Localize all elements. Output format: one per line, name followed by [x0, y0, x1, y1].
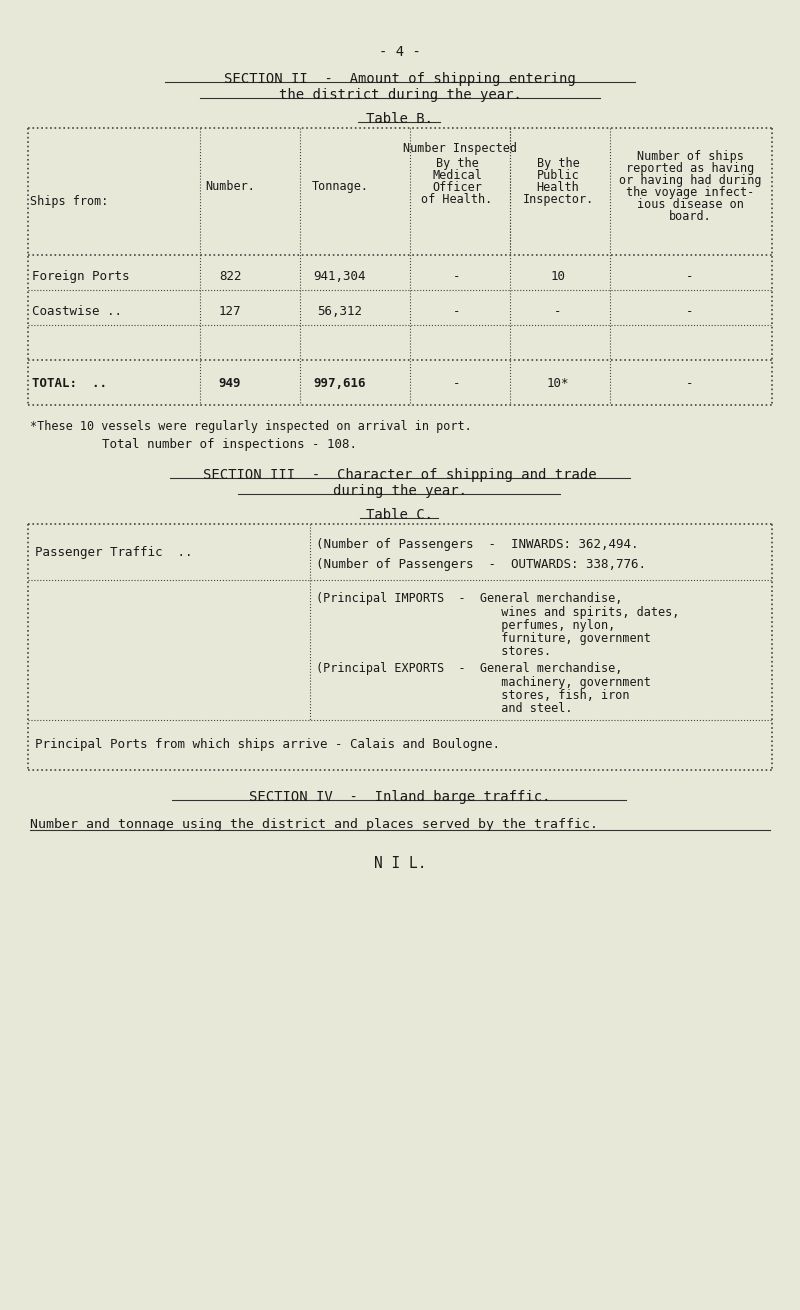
Text: Foreign Ports: Foreign Ports — [32, 270, 130, 283]
Text: Medical: Medical — [432, 169, 482, 182]
Text: SECTION II  -  Amount of shipping entering: SECTION II - Amount of shipping entering — [224, 72, 576, 86]
Text: (Number of Passengers  -  INWARDS: 362,494.: (Number of Passengers - INWARDS: 362,494… — [316, 538, 638, 552]
Text: Total number of inspections - 108.: Total number of inspections - 108. — [102, 438, 358, 451]
Text: -: - — [454, 305, 461, 318]
Text: board.: board. — [669, 210, 711, 223]
Text: machinery, government: machinery, government — [316, 676, 651, 689]
Text: 822: 822 — [218, 270, 242, 283]
Text: - 4 -: - 4 - — [379, 45, 421, 59]
Text: the voyage infect-: the voyage infect- — [626, 186, 754, 199]
Text: -: - — [554, 305, 562, 318]
Text: -: - — [454, 377, 461, 390]
Text: (Principal EXPORTS  -  General merchandise,: (Principal EXPORTS - General merchandise… — [316, 662, 622, 675]
Text: and steel.: and steel. — [316, 702, 573, 715]
Text: perfumes, nylon,: perfumes, nylon, — [316, 620, 615, 631]
Text: Principal Ports from which ships arrive - Calais and Boulogne.: Principal Ports from which ships arrive … — [35, 738, 500, 751]
Text: ious disease on: ious disease on — [637, 198, 743, 211]
Text: Passenger Traffic  ..: Passenger Traffic .. — [35, 546, 193, 559]
Text: Number Inspected: Number Inspected — [403, 141, 517, 155]
Text: wines and spirits, dates,: wines and spirits, dates, — [316, 607, 679, 620]
Text: *These 10 vessels were regularly inspected on arrival in port.: *These 10 vessels were regularly inspect… — [30, 421, 472, 434]
Text: furniture, government: furniture, government — [316, 631, 651, 645]
Text: Inspector.: Inspector. — [522, 193, 594, 206]
Text: 997,616: 997,616 — [314, 377, 366, 390]
Text: -: - — [454, 270, 461, 283]
Text: (Principal IMPORTS  -  General merchandise,: (Principal IMPORTS - General merchandise… — [316, 592, 622, 605]
Text: 127: 127 — [218, 305, 242, 318]
Text: 949: 949 — [218, 377, 242, 390]
Text: or having had during: or having had during — [618, 174, 762, 187]
Text: reported as having: reported as having — [626, 162, 754, 176]
Text: Ships from:: Ships from: — [30, 195, 108, 208]
Text: Number of ships: Number of ships — [637, 151, 743, 162]
Text: (Number of Passengers  -  OUTWARDS: 338,776.: (Number of Passengers - OUTWARDS: 338,77… — [316, 558, 646, 571]
Text: during the year.: during the year. — [333, 483, 467, 498]
Text: Coastwise ..: Coastwise .. — [32, 305, 122, 318]
Text: -: - — [686, 305, 694, 318]
Text: stores.: stores. — [316, 645, 551, 658]
Text: N I L.: N I L. — [374, 855, 426, 871]
Text: Number and tonnage using the district and places served by the traffic.: Number and tonnage using the district an… — [30, 817, 598, 831]
Text: 10*: 10* — [546, 377, 570, 390]
Text: Number.: Number. — [205, 179, 255, 193]
Text: -: - — [686, 270, 694, 283]
Text: 56,312: 56,312 — [318, 305, 362, 318]
Text: of Health.: of Health. — [422, 193, 493, 206]
Text: Health: Health — [537, 181, 579, 194]
Text: Table B.: Table B. — [366, 111, 434, 126]
Text: 10: 10 — [550, 270, 566, 283]
Text: stores, fish, iron: stores, fish, iron — [316, 689, 630, 702]
Text: TOTAL:  ..: TOTAL: .. — [32, 377, 107, 390]
Text: 941,304: 941,304 — [314, 270, 366, 283]
Text: the district during the year.: the district during the year. — [278, 88, 522, 102]
Text: -: - — [686, 377, 694, 390]
Text: By the: By the — [436, 157, 478, 170]
Text: SECTION III  -  Character of shipping and trade: SECTION III - Character of shipping and … — [203, 468, 597, 482]
Text: By the: By the — [537, 157, 579, 170]
Text: Officer: Officer — [432, 181, 482, 194]
Text: Tonnage.: Tonnage. — [311, 179, 369, 193]
Text: Public: Public — [537, 169, 579, 182]
Text: SECTION IV  -  Inland barge traffic.: SECTION IV - Inland barge traffic. — [250, 790, 550, 804]
Text: Table C.: Table C. — [366, 508, 434, 521]
